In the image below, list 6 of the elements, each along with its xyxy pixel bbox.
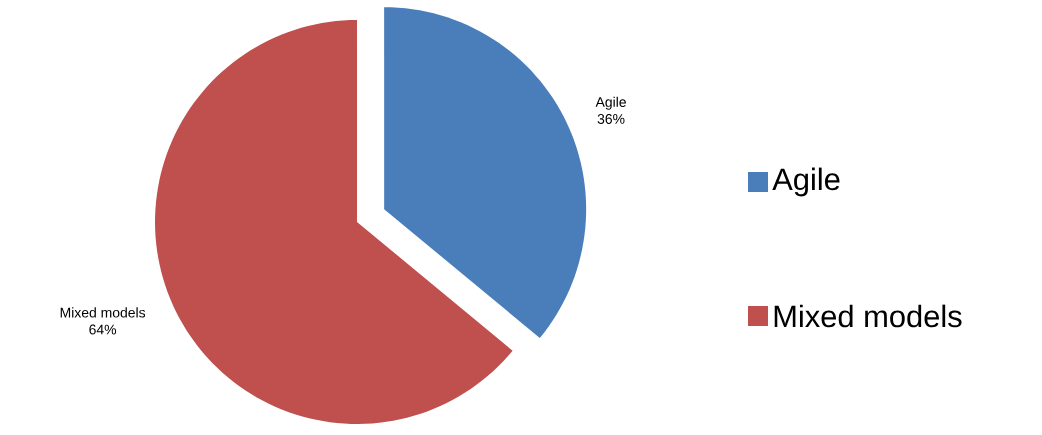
slice-label: Mixed models bbox=[60, 307, 146, 318]
data-label: 36% bbox=[597, 114, 625, 124]
legend-label: Agile bbox=[772, 167, 840, 197]
slice-label: Agile bbox=[595, 96, 626, 110]
data-label: 64% bbox=[89, 324, 117, 335]
legend-label: Mixed models bbox=[774, 304, 962, 328]
